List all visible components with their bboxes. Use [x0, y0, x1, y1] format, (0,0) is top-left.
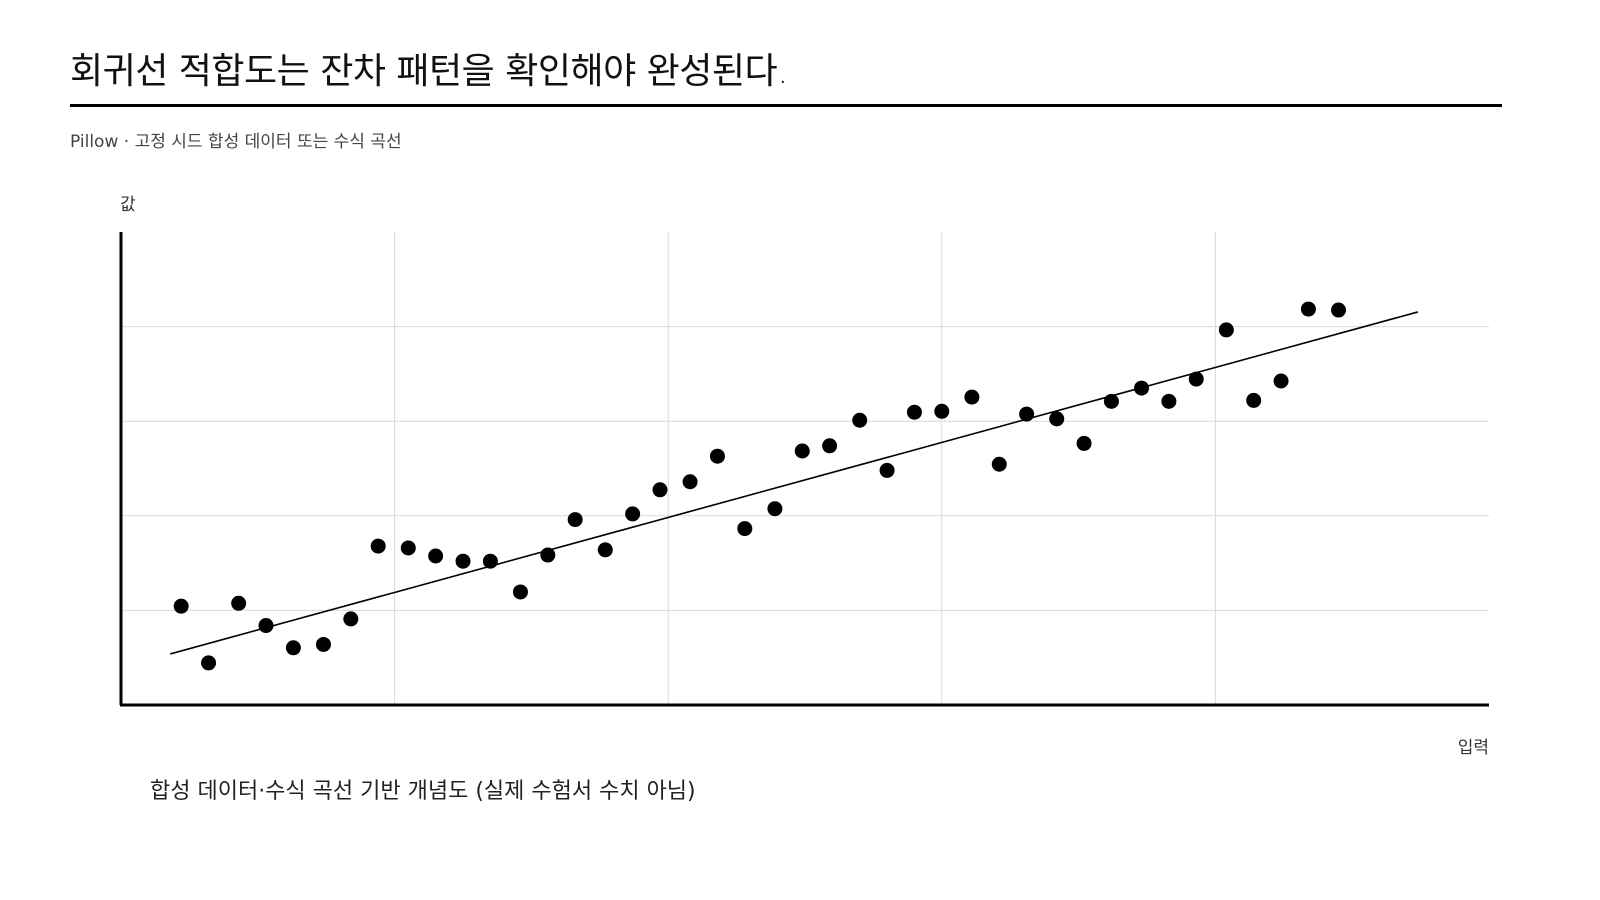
data-point — [201, 655, 217, 671]
data-point — [934, 403, 950, 419]
data-point — [879, 462, 895, 478]
data-point — [482, 553, 498, 569]
data-point — [540, 547, 556, 563]
y-axis-label: 값 — [120, 195, 136, 215]
data-point — [343, 611, 359, 627]
data-point — [737, 521, 753, 537]
regression-line — [170, 311, 1419, 655]
chart-subtitle: Pillow · 고정 시드 합성 데이터 또는 수식 곡선 — [70, 132, 402, 152]
data-point — [1134, 380, 1150, 396]
data-point — [285, 640, 301, 656]
data-point — [597, 542, 613, 558]
data-point — [1331, 302, 1347, 318]
data-point — [794, 443, 810, 459]
data-point — [1273, 373, 1289, 389]
data-point — [567, 512, 583, 528]
data-point — [1300, 301, 1316, 317]
chart-caption: 합성 데이터·수식 곡선 기반 개념도 (실제 수험서 수치 아님) — [150, 779, 696, 804]
data-point — [1076, 435, 1092, 451]
data-point — [1019, 406, 1035, 422]
data-point — [1103, 393, 1119, 409]
data-point — [652, 482, 668, 498]
data-point — [370, 538, 386, 554]
data-point — [1049, 411, 1065, 427]
title-rule — [70, 104, 1502, 107]
data-point — [1161, 393, 1177, 409]
data-points — [173, 301, 1347, 671]
data-point — [315, 636, 331, 652]
data-point — [1218, 322, 1234, 338]
data-point — [906, 404, 922, 420]
data-point — [767, 501, 783, 517]
data-point — [709, 448, 725, 464]
data-point — [173, 598, 189, 614]
data-point — [455, 553, 471, 569]
data-point — [964, 389, 980, 405]
data-point — [258, 618, 274, 634]
data-point — [1246, 392, 1262, 408]
data-point — [625, 506, 641, 522]
data-point — [991, 456, 1007, 472]
data-point — [400, 540, 416, 556]
data-point — [428, 548, 444, 564]
data-point — [1188, 371, 1204, 387]
chart-title: 회귀선 적합도는 잔차 패턴을 확인해야 완성된다. — [70, 51, 789, 92]
data-point — [682, 474, 698, 490]
data-point — [512, 584, 528, 600]
gridlines — [121, 232, 1489, 705]
data-point — [822, 438, 838, 454]
data-point — [231, 595, 247, 611]
x-axis-label: 입력 — [1458, 738, 1489, 758]
data-point — [852, 412, 868, 428]
